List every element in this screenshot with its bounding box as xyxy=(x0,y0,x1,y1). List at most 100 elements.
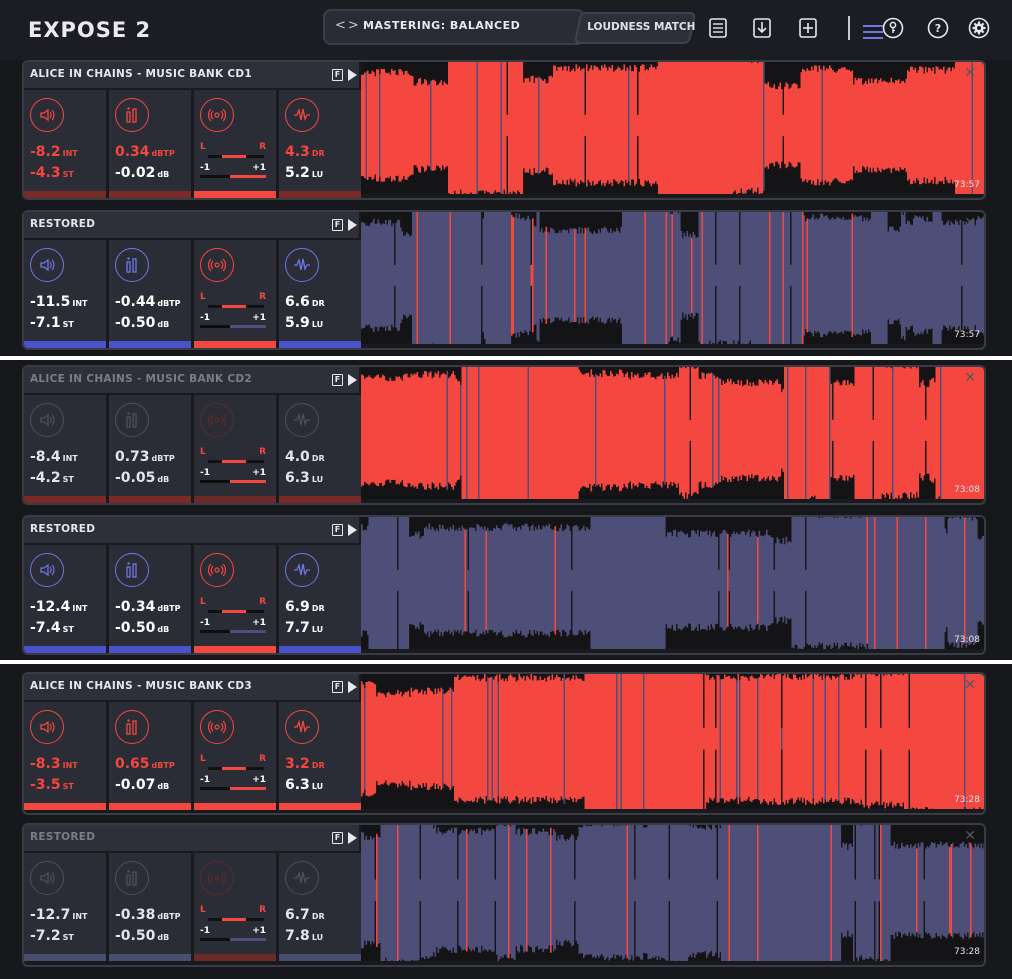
loudness-range-value: 7.8 LU xyxy=(285,928,324,944)
play-icon[interactable] xyxy=(348,681,357,693)
short-term-loudness-value: -4.2 ST xyxy=(30,470,74,486)
metric-status-strip xyxy=(109,646,191,653)
track-duration: 73:57 xyxy=(954,330,980,340)
track-title: RESTORED xyxy=(30,523,96,535)
file-info-icon[interactable]: F xyxy=(332,832,343,844)
help-icon[interactable]: ? xyxy=(927,17,949,39)
metric-status-strip xyxy=(109,191,191,198)
true-peak-icon xyxy=(115,98,149,132)
track-duration: 73:08 xyxy=(954,635,980,645)
metric-cell-0[interactable]: -11.5 INT -7.1 ST xyxy=(24,240,106,348)
waveform-display[interactable] xyxy=(361,825,986,961)
dynamic-range-value: 3.2 DR xyxy=(285,756,325,772)
loudness-speaker-icon xyxy=(30,403,64,437)
track-original-cd1[interactable]: ALICE IN CHAINS - MUSIC BANK CD1 F -8.2 I… xyxy=(22,60,986,200)
app-title: EXPOSE 2 xyxy=(28,18,152,42)
metric-cell-0[interactable]: -12.7 INT -7.2 ST xyxy=(24,853,106,961)
play-icon[interactable] xyxy=(348,374,357,386)
loudness-range-value: 7.7 LU xyxy=(285,620,324,636)
track-original-cd2[interactable]: ALICE IN CHAINS - MUSIC BANK CD2 F -8.4 I… xyxy=(22,365,986,505)
close-icon[interactable]: ✕ xyxy=(964,520,976,536)
track-header: RESTORED F xyxy=(24,212,359,238)
file-info-icon[interactable]: F xyxy=(332,374,343,386)
waveform-display[interactable] xyxy=(361,674,986,809)
close-icon[interactable]: ✕ xyxy=(964,215,976,231)
correlation-labels: -1 +1 xyxy=(200,163,266,173)
report-icon[interactable] xyxy=(707,17,729,39)
close-icon[interactable]: ✕ xyxy=(964,370,976,386)
file-info-icon[interactable]: F xyxy=(332,219,343,231)
preset-arrows-icon[interactable]: <> xyxy=(335,18,361,33)
correlation-labels: -1 +1 xyxy=(200,926,266,936)
waveform-display[interactable] xyxy=(361,62,986,194)
metric-cell-1[interactable]: 0.34 dBTP -0.02 dB xyxy=(109,90,191,198)
hamburger-menu-icon[interactable] xyxy=(863,25,883,41)
settings-gear-icon[interactable] xyxy=(968,17,990,39)
metric-cell-3[interactable]: 6.7 DR 7.8 LU xyxy=(279,853,361,961)
track-restored-cd2[interactable]: RESTORED F -12.4 INT -7.4 ST -0.34 dBTP -0.… xyxy=(22,515,986,655)
metric-cell-1[interactable]: -0.44 dBTP -0.50 dB xyxy=(109,240,191,348)
file-info-icon[interactable]: F xyxy=(332,681,343,693)
correlation-meter xyxy=(200,938,266,941)
loudness-speaker-icon xyxy=(30,861,64,895)
loudness-range-value: 5.9 LU xyxy=(285,315,324,331)
metric-cell-3[interactable]: 4.0 DR 6.3 LU xyxy=(279,395,361,503)
track-header: RESTORED F xyxy=(24,825,359,851)
dynamic-range-wave-icon xyxy=(285,861,319,895)
top-toolbar: EXPOSE 2 <> MASTERING: BALANCED LOUDNESS… xyxy=(0,0,1012,60)
track-restored-cd1[interactable]: RESTORED F -11.5 INT -7.1 ST -0.44 dBTP -0.… xyxy=(22,210,986,350)
metric-cell-3[interactable]: 6.9 DR 7.7 LU xyxy=(279,545,361,653)
add-file-icon[interactable] xyxy=(797,17,819,39)
close-icon[interactable]: ✕ xyxy=(964,65,976,81)
metric-cell-1[interactable]: 0.65 dBTP -0.07 dB xyxy=(109,702,191,810)
metric-cell-1[interactable]: -0.34 dBTP -0.50 dB xyxy=(109,545,191,653)
license-key-icon[interactable] xyxy=(882,17,904,39)
sample-peak-value: -0.05 dB xyxy=(115,470,170,486)
loudness-match-button[interactable]: LOUDNESS MATCH xyxy=(573,12,697,44)
metric-cell-0[interactable]: -8.2 INT -4.3 ST xyxy=(24,90,106,198)
metric-cell-1[interactable]: -0.38 dBTP -0.50 dB xyxy=(109,853,191,961)
dynamic-range-wave-icon xyxy=(285,553,319,587)
metric-cell-0[interactable]: -8.4 INT -4.2 ST xyxy=(24,395,106,503)
metric-cell-3[interactable]: 3.2 DR 6.3 LU xyxy=(279,702,361,810)
metric-cell-0[interactable]: -8.3 INT -3.5 ST xyxy=(24,702,106,810)
metric-status-strip xyxy=(279,646,361,653)
close-icon[interactable]: ✕ xyxy=(964,677,976,693)
play-icon[interactable] xyxy=(348,524,357,536)
metric-status-strip xyxy=(194,341,276,348)
track-original-cd3[interactable]: ALICE IN CHAINS - MUSIC BANK CD3 F -8.3 I… xyxy=(22,672,986,815)
integrated-loudness-value: -11.5 INT xyxy=(30,294,88,310)
correlation-labels: -1 +1 xyxy=(200,313,266,323)
waveform-display[interactable] xyxy=(361,517,986,649)
track-restored-cd3[interactable]: RESTORED F -12.7 INT -7.2 ST -0.38 dBTP -0.… xyxy=(22,823,986,967)
preset-selector[interactable]: <> MASTERING: BALANCED xyxy=(323,9,883,45)
metric-cell-3[interactable]: 6.6 DR 5.9 LU xyxy=(279,240,361,348)
metric-status-strip xyxy=(24,803,106,810)
waveform-display[interactable] xyxy=(361,367,986,499)
play-icon[interactable] xyxy=(348,69,357,81)
metric-cell-3[interactable]: 4.3 DR 5.2 LU xyxy=(279,90,361,198)
metric-status-strip xyxy=(279,496,361,503)
play-icon[interactable] xyxy=(348,832,357,844)
file-info-icon[interactable]: F xyxy=(332,524,343,536)
metric-cell-1[interactable]: 0.73 dBTP -0.05 dB xyxy=(109,395,191,503)
waveform-display[interactable] xyxy=(361,212,986,344)
screenshot-section-3: ALICE IN CHAINS - MUSIC BANK CD3 F -8.3 I… xyxy=(0,664,1012,979)
export-icon[interactable] xyxy=(751,17,773,39)
file-info-icon[interactable]: F xyxy=(332,69,343,81)
play-icon[interactable] xyxy=(348,219,357,231)
stereo-radiate-icon xyxy=(200,861,234,895)
close-icon[interactable]: ✕ xyxy=(964,828,976,844)
metric-cell-0[interactable]: -12.4 INT -7.4 ST xyxy=(24,545,106,653)
